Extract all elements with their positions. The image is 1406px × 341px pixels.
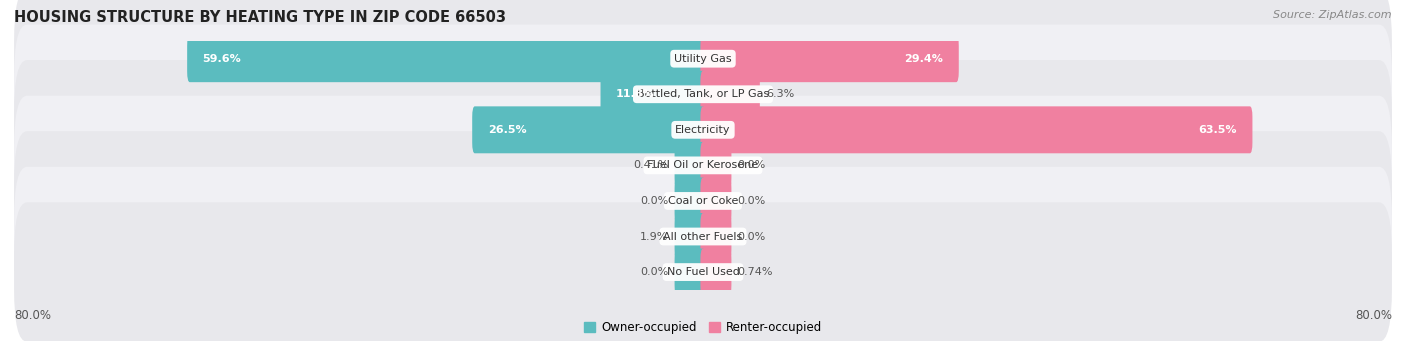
Text: Electricity: Electricity — [675, 125, 731, 135]
Text: 80.0%: 80.0% — [14, 309, 51, 322]
Text: 11.6%: 11.6% — [616, 89, 655, 99]
FancyBboxPatch shape — [675, 142, 706, 189]
Text: All other Fuels: All other Fuels — [664, 232, 742, 241]
Text: 63.5%: 63.5% — [1198, 125, 1237, 135]
FancyBboxPatch shape — [675, 249, 706, 296]
Text: Coal or Coke: Coal or Coke — [668, 196, 738, 206]
Text: 0.74%: 0.74% — [738, 267, 773, 277]
FancyBboxPatch shape — [14, 167, 1392, 306]
FancyBboxPatch shape — [472, 106, 706, 153]
Text: 1.9%: 1.9% — [640, 232, 669, 241]
Legend: Owner-occupied, Renter-occupied: Owner-occupied, Renter-occupied — [579, 316, 827, 339]
Text: 0.0%: 0.0% — [738, 196, 766, 206]
FancyBboxPatch shape — [187, 35, 706, 82]
FancyBboxPatch shape — [14, 60, 1392, 199]
FancyBboxPatch shape — [700, 177, 731, 224]
FancyBboxPatch shape — [700, 249, 731, 296]
FancyBboxPatch shape — [14, 96, 1392, 235]
FancyBboxPatch shape — [700, 142, 731, 189]
Text: 80.0%: 80.0% — [1355, 309, 1392, 322]
Text: 0.0%: 0.0% — [640, 196, 669, 206]
Text: 0.41%: 0.41% — [633, 160, 669, 170]
FancyBboxPatch shape — [700, 106, 1253, 153]
FancyBboxPatch shape — [14, 131, 1392, 271]
Text: 26.5%: 26.5% — [488, 125, 526, 135]
FancyBboxPatch shape — [700, 71, 759, 118]
Text: 0.0%: 0.0% — [738, 232, 766, 241]
Text: Source: ZipAtlas.com: Source: ZipAtlas.com — [1274, 10, 1392, 20]
Text: 6.3%: 6.3% — [766, 89, 794, 99]
FancyBboxPatch shape — [14, 0, 1392, 129]
FancyBboxPatch shape — [14, 202, 1392, 341]
Text: Fuel Oil or Kerosene: Fuel Oil or Kerosene — [647, 160, 759, 170]
Text: 0.0%: 0.0% — [738, 160, 766, 170]
Text: 0.0%: 0.0% — [640, 267, 669, 277]
FancyBboxPatch shape — [675, 213, 706, 260]
Text: 59.6%: 59.6% — [202, 54, 242, 64]
FancyBboxPatch shape — [700, 35, 959, 82]
FancyBboxPatch shape — [675, 177, 706, 224]
Text: No Fuel Used: No Fuel Used — [666, 267, 740, 277]
Text: 29.4%: 29.4% — [904, 54, 943, 64]
FancyBboxPatch shape — [600, 71, 706, 118]
FancyBboxPatch shape — [14, 25, 1392, 164]
Text: Bottled, Tank, or LP Gas: Bottled, Tank, or LP Gas — [637, 89, 769, 99]
Text: Utility Gas: Utility Gas — [675, 54, 731, 64]
Text: HOUSING STRUCTURE BY HEATING TYPE IN ZIP CODE 66503: HOUSING STRUCTURE BY HEATING TYPE IN ZIP… — [14, 10, 506, 25]
FancyBboxPatch shape — [700, 213, 731, 260]
